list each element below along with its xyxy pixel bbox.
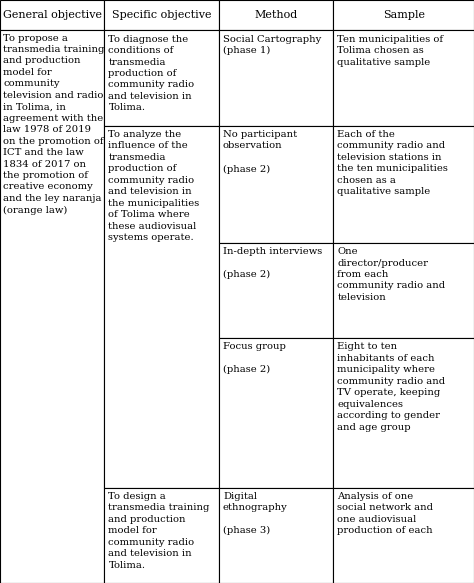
Text: Eight to ten
inhabitants of each
municipality where
community radio and
TV opera: Eight to ten inhabitants of each municip… bbox=[337, 342, 446, 431]
Bar bbox=[104, 30, 219, 126]
Text: Specific objective: Specific objective bbox=[112, 10, 211, 20]
Text: To design a
transmedia training
and production
model for
community radio
and tel: To design a transmedia training and prod… bbox=[109, 492, 210, 570]
Bar bbox=[333, 487, 474, 583]
Text: Social Cartography
(phase 1): Social Cartography (phase 1) bbox=[223, 34, 321, 55]
Text: To diagnose the
conditions of
transmedia
production of
community radio
and telev: To diagnose the conditions of transmedia… bbox=[109, 34, 195, 113]
Text: Analysis of one
social network and
one audiovisual
production of each: Analysis of one social network and one a… bbox=[337, 492, 433, 535]
Text: General objective: General objective bbox=[3, 10, 102, 20]
Bar bbox=[104, 487, 219, 583]
Bar bbox=[333, 126, 474, 243]
Text: To analyze the
influence of the
transmedia
production of
community radio
and tel: To analyze the influence of the transmed… bbox=[109, 130, 200, 242]
Bar bbox=[219, 30, 333, 126]
Bar bbox=[333, 243, 474, 338]
Bar bbox=[219, 338, 333, 487]
Bar bbox=[219, 0, 333, 30]
Bar bbox=[333, 0, 474, 30]
Text: One
director/producer
from each
community radio and
television: One director/producer from each communit… bbox=[337, 247, 446, 302]
Text: Each of the
community radio and
television stations in
the ten municipalities
ch: Each of the community radio and televisi… bbox=[337, 130, 448, 196]
Bar bbox=[219, 126, 333, 243]
Text: To propose a
transmedia training
and production
model for
community
television a: To propose a transmedia training and pro… bbox=[3, 34, 104, 215]
Text: Sample: Sample bbox=[383, 10, 425, 20]
Bar bbox=[219, 487, 333, 583]
Bar bbox=[0, 30, 104, 583]
Bar bbox=[333, 338, 474, 487]
Text: In-depth interviews

(phase 2): In-depth interviews (phase 2) bbox=[223, 247, 322, 279]
Bar bbox=[0, 0, 104, 30]
Bar bbox=[104, 126, 219, 487]
Text: Focus group

(phase 2): Focus group (phase 2) bbox=[223, 342, 286, 374]
Bar bbox=[104, 0, 219, 30]
Bar bbox=[333, 30, 474, 126]
Bar bbox=[219, 243, 333, 338]
Text: Method: Method bbox=[255, 10, 298, 20]
Text: Ten municipalities of
Tolima chosen as
qualitative sample: Ten municipalities of Tolima chosen as q… bbox=[337, 34, 444, 66]
Text: Digital
ethnography

(phase 3): Digital ethnography (phase 3) bbox=[223, 492, 288, 536]
Text: No participant
observation

(phase 2): No participant observation (phase 2) bbox=[223, 130, 297, 174]
